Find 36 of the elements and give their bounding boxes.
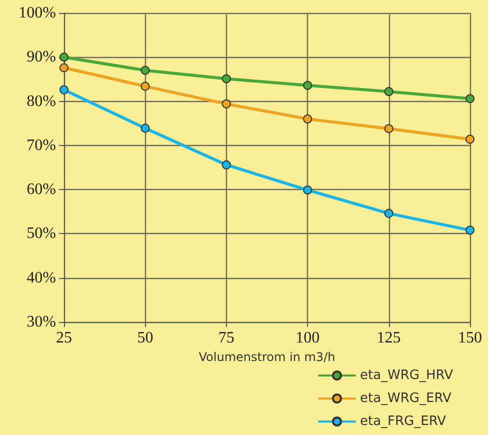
point [60, 52, 68, 62]
y-tick-label: 50% [26, 225, 56, 242]
x-tick-label: 50 [137, 330, 154, 346]
point [140, 124, 150, 133]
point [60, 85, 68, 94]
y-tick-label: 70% [26, 136, 56, 154]
point [60, 63, 68, 72]
x-axis-title: Volumenstrom in m3/h [198, 350, 336, 364]
legend-label: eta_FRG_ERV [360, 414, 446, 429]
x-tick-label: 25 [56, 330, 72, 346]
y-tick-label: 40% [26, 269, 56, 286]
legend-label: eta_WRG_HRV [360, 368, 454, 383]
point [222, 160, 231, 170]
y-tick-label: 30% [26, 314, 56, 330]
point [222, 74, 231, 84]
point [140, 66, 150, 75]
point [466, 94, 474, 104]
point [384, 208, 394, 218]
x-tick-label: 75 [218, 330, 234, 346]
point [466, 226, 474, 235]
point [303, 80, 312, 90]
y-tick-label: 80% [26, 92, 56, 110]
point [140, 82, 150, 91]
y-tick-label: 60% [26, 181, 56, 198]
y-tick-label: 90% [26, 48, 56, 66]
point [466, 134, 474, 144]
y-tick-label: 100% [18, 4, 56, 22]
x-tick-label: 125 [376, 330, 401, 346]
point [222, 99, 231, 108]
x-tick-label: 150 [458, 330, 482, 346]
point [303, 114, 312, 124]
x-tick-label: 100 [296, 330, 320, 346]
point [384, 87, 394, 96]
point [303, 186, 312, 195]
point [384, 124, 394, 134]
legend-label: eta_WRG_ERV [360, 391, 452, 406]
